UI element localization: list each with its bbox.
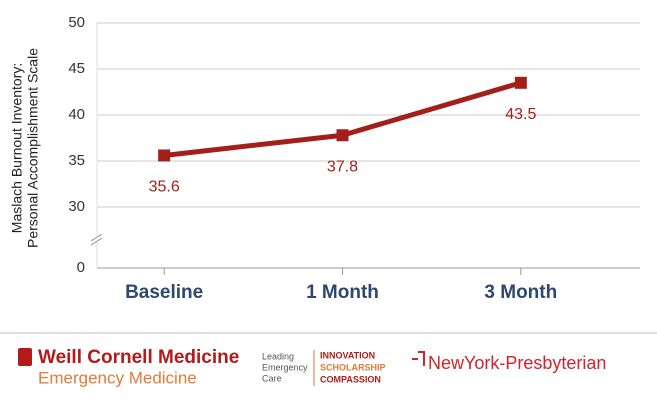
wcm-logo-icon bbox=[18, 348, 32, 366]
y-tick-label: 40 bbox=[68, 106, 85, 123]
value-label: 43.5 bbox=[505, 106, 536, 123]
y-axis-title: Maslach Burnout Inventory: Personal Acco… bbox=[9, 48, 41, 248]
tagline: Leading bbox=[262, 351, 294, 361]
value-label: 37.8 bbox=[327, 158, 358, 175]
y-axis-title-line: Personal Accomplishment Scale bbox=[25, 48, 41, 248]
axis-break bbox=[90, 233, 103, 242]
tagline: Care bbox=[262, 373, 282, 383]
tagline: Emergency bbox=[262, 362, 308, 372]
x-tick-label: Baseline bbox=[125, 282, 203, 303]
wcm-dept: Emergency Medicine bbox=[38, 368, 197, 387]
axis-break bbox=[90, 237, 103, 246]
y-tick-label: 30 bbox=[68, 198, 85, 215]
values-word: INNOVATION bbox=[320, 350, 375, 360]
nyp-logo-icon bbox=[412, 351, 425, 366]
value-label: 35.6 bbox=[149, 179, 180, 196]
x-tick-label: 1 Month bbox=[306, 282, 379, 303]
marker bbox=[514, 76, 527, 89]
x-tick-label: 3 Month bbox=[484, 282, 557, 303]
y-tick-label: 0 bbox=[77, 259, 85, 276]
y-tick-label: 45 bbox=[68, 60, 85, 77]
marker bbox=[336, 129, 349, 142]
nyp-name: NewYork-Presbyterian bbox=[428, 353, 606, 373]
line bbox=[163, 80, 522, 158]
footer: Weill Cornell Medicine Emergency Medicin… bbox=[18, 347, 606, 387]
axis-break-gap bbox=[91, 236, 103, 242]
values-word: COMPASSION bbox=[320, 374, 381, 384]
wcm-name: Weill Cornell Medicine bbox=[38, 347, 239, 368]
y-axis-title-line: Maslach Burnout Inventory: bbox=[9, 63, 25, 233]
marker bbox=[158, 149, 171, 162]
y-tick-label: 35 bbox=[68, 152, 85, 169]
y-tick-label: 50 bbox=[68, 14, 85, 31]
values-word: SCHOLARSHIP bbox=[320, 362, 386, 372]
